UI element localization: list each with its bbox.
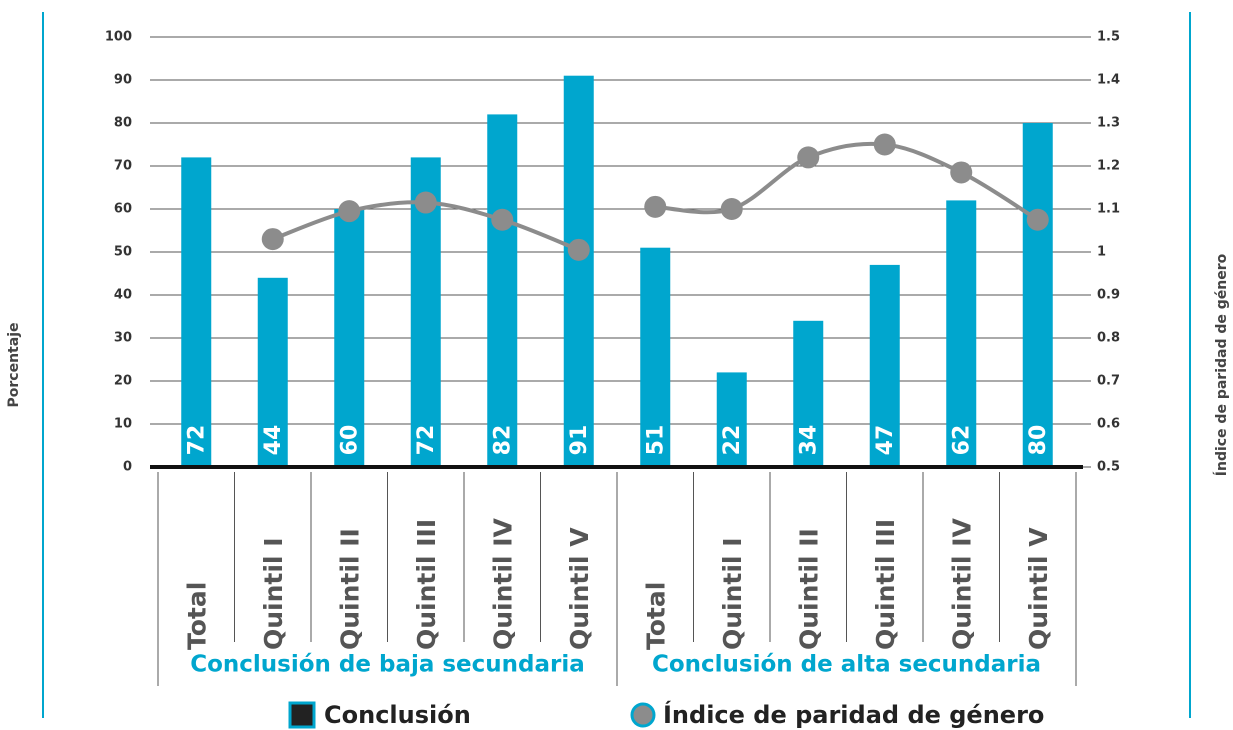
y2-tick-label: 1.4 bbox=[1097, 73, 1120, 88]
y-tick-label: 10 bbox=[114, 417, 132, 432]
bar bbox=[487, 114, 518, 468]
bar bbox=[793, 320, 824, 467]
bar bbox=[334, 209, 365, 467]
x-tick-label: Quintil III bbox=[412, 519, 441, 650]
y-axis-title: Porcentaje bbox=[6, 323, 22, 408]
group-label: Conclusión de alta secundaria bbox=[652, 652, 1041, 678]
value-label: 82 bbox=[490, 425, 515, 456]
group-label: Conclusión de baja secundaria bbox=[190, 652, 585, 678]
value-label: 22 bbox=[720, 425, 745, 456]
marker bbox=[950, 161, 973, 184]
legend-label: Índice de paridad de género bbox=[663, 700, 1044, 729]
y-tick-label: 60 bbox=[114, 202, 132, 217]
marker bbox=[338, 200, 361, 223]
x-tick-label: Quintil IV bbox=[488, 517, 517, 650]
value-label: 47 bbox=[873, 425, 898, 456]
y-tick-label: 90 bbox=[114, 73, 132, 88]
value-label: 44 bbox=[261, 425, 286, 456]
legend-swatch bbox=[288, 701, 316, 729]
marker bbox=[261, 228, 284, 251]
y2-tick-label: 1.3 bbox=[1097, 116, 1120, 131]
value-label: 80 bbox=[1026, 425, 1051, 456]
x-tick-label: Quintil II bbox=[794, 528, 823, 650]
y2-axis-title: Índice de paridad de género bbox=[1213, 253, 1230, 476]
x-tick-label: Quintil II bbox=[335, 528, 364, 650]
bar bbox=[1022, 123, 1053, 467]
y2-tick-label: 1.2 bbox=[1097, 159, 1120, 174]
y-tick-label: 0 bbox=[123, 460, 132, 475]
y-tick-label: 70 bbox=[114, 159, 132, 174]
marker bbox=[491, 208, 514, 231]
y2-tick-label: 0.7 bbox=[1097, 374, 1120, 389]
value-label: 91 bbox=[567, 425, 592, 456]
bar bbox=[869, 264, 900, 467]
marker bbox=[720, 198, 743, 220]
x-tick-label: Total bbox=[641, 582, 670, 650]
line bbox=[655, 141, 1039, 222]
marker bbox=[567, 238, 590, 261]
x-tick-label: Quintil I bbox=[259, 537, 288, 650]
y2-tick-label: 0.8 bbox=[1097, 331, 1120, 346]
bar bbox=[257, 277, 288, 467]
y2-tick-label: 1.1 bbox=[1097, 202, 1120, 217]
y2-tick-label: 0.9 bbox=[1097, 288, 1120, 303]
value-label: 72 bbox=[414, 425, 439, 456]
value-label: 62 bbox=[949, 425, 974, 456]
x-tick-label: Quintil V bbox=[1024, 527, 1053, 650]
marker bbox=[1026, 208, 1049, 231]
value-label: 60 bbox=[337, 425, 362, 456]
value-label: 51 bbox=[643, 425, 668, 456]
x-tick-label: Quintil V bbox=[565, 527, 594, 650]
x-tick-label: Quintil IV bbox=[947, 517, 976, 650]
value-label: 72 bbox=[184, 425, 209, 456]
y-tick-label: 30 bbox=[114, 331, 132, 346]
marker bbox=[873, 133, 896, 156]
bar bbox=[563, 75, 594, 467]
bar bbox=[181, 157, 212, 467]
y-tick-label: 100 bbox=[105, 30, 132, 45]
bar bbox=[640, 247, 671, 467]
y-tick-label: 80 bbox=[114, 116, 132, 131]
y-tick-label: 20 bbox=[114, 374, 132, 389]
x-tick-label: Quintil III bbox=[871, 519, 900, 650]
y-tick-label: 50 bbox=[114, 245, 132, 260]
y2-tick-label: 0.6 bbox=[1097, 417, 1120, 432]
marker bbox=[797, 146, 820, 169]
bar bbox=[716, 372, 747, 467]
value-label: 34 bbox=[796, 425, 821, 456]
y2-tick-label: 1.5 bbox=[1097, 30, 1120, 45]
legend-label: Conclusión bbox=[324, 701, 471, 729]
x-tick-label: Total bbox=[182, 582, 211, 650]
marker bbox=[644, 195, 667, 218]
y2-tick-label: 0.5 bbox=[1097, 460, 1120, 475]
marker bbox=[414, 191, 437, 214]
y2-tick-label: 1 bbox=[1097, 245, 1106, 260]
y-tick-label: 40 bbox=[114, 288, 132, 303]
bar bbox=[946, 200, 977, 467]
legend-swatch bbox=[630, 702, 656, 728]
x-tick-label: Quintil I bbox=[718, 537, 747, 650]
